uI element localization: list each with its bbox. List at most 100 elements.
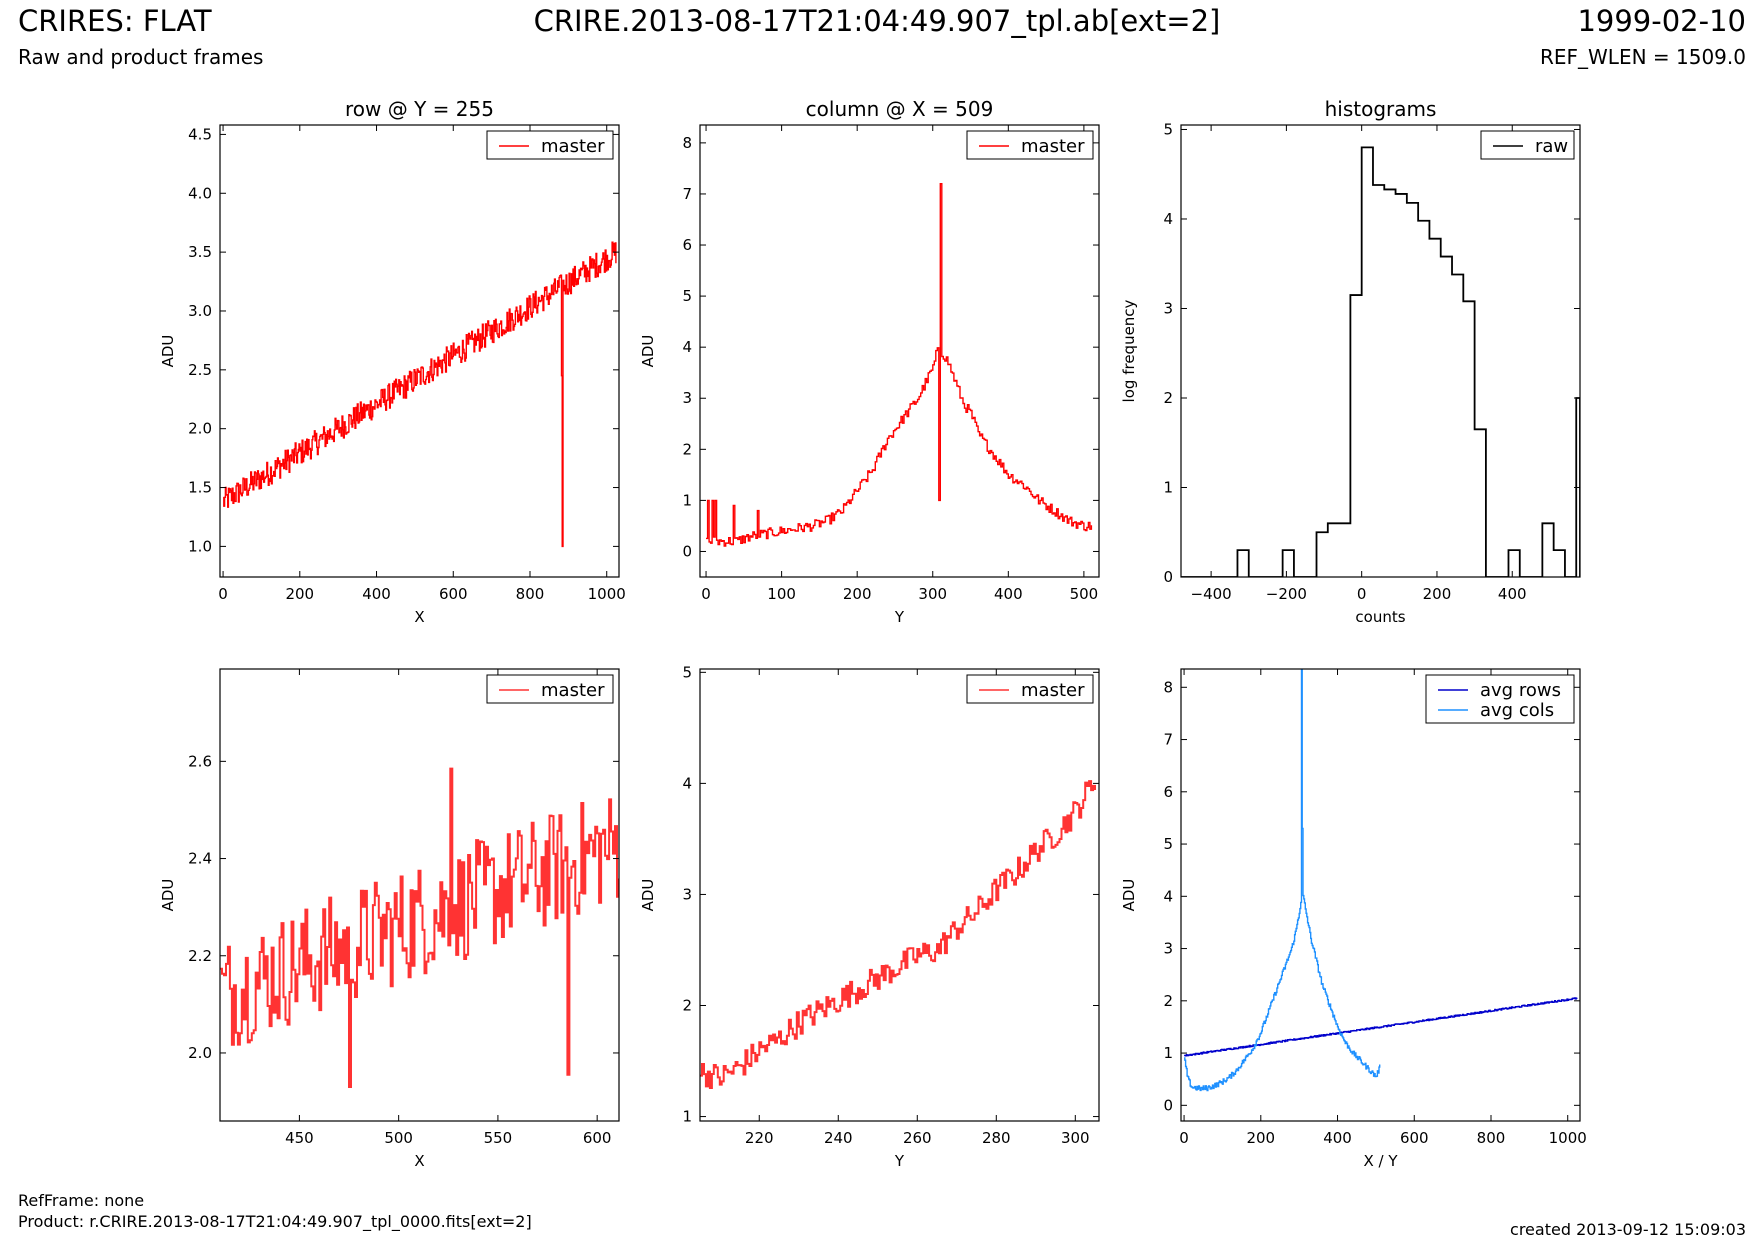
plot-frame [219, 668, 620, 1122]
chart-column-zoom: 220 240 260 280 300 1 2 3 4 5 Y ADU master [639, 663, 1100, 1170]
plot-area [706, 183, 1093, 547]
y-axis-label: ADU [159, 335, 177, 368]
x-tick-label: 600 [439, 585, 468, 603]
y-tick-label: 1.0 [188, 537, 212, 555]
product-label: Product: r.CRIRE.2013-08-17T21:04:49.907… [18, 1212, 532, 1231]
x-tick-label: 300 [1061, 1129, 1090, 1147]
y-tick-label: 1 [1163, 1044, 1173, 1062]
y-tick-label: 5 [682, 287, 692, 305]
legend-label: master [541, 136, 605, 157]
x-axis-label: X [414, 608, 424, 626]
y-tick-label: 3.0 [188, 302, 212, 320]
created-label: created 2013-09-12 15:09:03 [1510, 1220, 1746, 1239]
report-title: CRIRES: FLAT [18, 4, 212, 38]
legend-box [966, 130, 1094, 160]
x-tick-label: 400 [1323, 1129, 1352, 1147]
y-tick-label: 0 [682, 542, 692, 560]
x-tick-label: 600 [1400, 1129, 1429, 1147]
y-tick-label: 2 [1163, 389, 1173, 407]
x-tick-label: 0 [1357, 585, 1367, 603]
series-line-master [700, 780, 1096, 1089]
legend: master [486, 130, 614, 160]
x-tick-label: −200 [1266, 585, 1307, 603]
chart-title: row @ Y = 255 [345, 97, 494, 121]
legend-label: avg rows [1480, 680, 1561, 701]
legend-label: avg cols [1480, 700, 1554, 721]
y-tick-label: 7 [682, 185, 692, 203]
x-tick-label: 500 [1070, 585, 1099, 603]
x-axis-label: X / Y [1363, 1152, 1398, 1170]
plot-area [700, 780, 1096, 1089]
chart-averages: 0 200 400 600 800 1000 0 1 2 3 4 5 6 7 8 X / Y ADU avg ro… [1120, 668, 1587, 1170]
x-tick-label: 260 [903, 1129, 932, 1147]
legend-box [966, 674, 1094, 704]
y-tick-label: 2.6 [188, 752, 212, 770]
ref-wlen-label: REF_WLEN = 1509.0 [1539, 45, 1746, 69]
chart-column: column @ X = 509 0 100 200 300 400 500 0 1 2 3 4 5 6 7… [639, 97, 1100, 626]
x-axis-label: X [414, 1152, 424, 1170]
file-title: CRIRE.2013-08-17T21:04:49.907_tpl.ab[ext… [533, 4, 1221, 38]
x-tick-label: 1000 [1549, 1129, 1587, 1147]
y-tick-label: 4 [1163, 210, 1173, 228]
y-tick-label: 4.0 [188, 184, 212, 202]
y-tick-label: 5 [682, 663, 692, 681]
y-tick-label: 0 [1163, 1096, 1173, 1114]
x-tick-label: 400 [994, 585, 1023, 603]
y-tick-label: 3.5 [188, 243, 212, 261]
plot-area [220, 767, 619, 1088]
y-axis-label: ADU [159, 879, 177, 912]
y-tick-label: 1 [1163, 478, 1173, 496]
y-tick-label: 5 [1163, 120, 1173, 138]
x-tick-label: 500 [384, 1129, 413, 1147]
series-line-master [220, 767, 619, 1088]
series-line-master [706, 183, 1093, 547]
legend-label: master [1021, 136, 1085, 157]
y-tick-label: 3 [1163, 940, 1173, 958]
x-tick-label: 0 [1179, 1129, 1189, 1147]
plot-area [1181, 146, 1580, 577]
y-tick-label: 2 [682, 440, 692, 458]
series-line-avg-cols [1184, 669, 1381, 1092]
x-tick-label: −400 [1191, 585, 1232, 603]
y-tick-label: 3 [682, 885, 692, 903]
plot-frame [1180, 668, 1581, 1122]
x-tick-label: 200 [1423, 585, 1452, 603]
legend-label: raw [1535, 136, 1568, 157]
y-tick-label: 2 [1163, 992, 1173, 1010]
y-axis-label: ADU [1120, 879, 1138, 912]
x-tick-label: 220 [745, 1129, 774, 1147]
date-title: 1999-02-10 [1577, 4, 1746, 38]
legend-label: master [1021, 680, 1085, 701]
y-tick-label: 6 [1163, 783, 1173, 801]
x-tick-label: 0 [218, 585, 228, 603]
report-subtitle: Raw and product frames [18, 45, 264, 69]
x-tick-label: 800 [1477, 1129, 1506, 1147]
y-tick-label: 1 [682, 1108, 692, 1126]
y-tick-label: 4 [1163, 887, 1173, 905]
chart-hist: histograms −400 −200 0 200 400 0 1 2 3 4 5 counts log… [1120, 97, 1581, 626]
y-tick-label: 8 [682, 134, 692, 152]
x-tick-label: 240 [824, 1129, 853, 1147]
refframe-label: RefFrame: none [18, 1191, 145, 1210]
plot-frame [1180, 124, 1581, 578]
x-tick-label: 200 [1246, 1129, 1275, 1147]
series-line-master [223, 241, 617, 548]
y-tick-label: 5 [1163, 835, 1173, 853]
y-tick-label: 2.2 [188, 947, 212, 965]
chart-title: histograms [1325, 97, 1437, 121]
y-axis-label: ADU [639, 335, 657, 368]
legend-label: master [541, 680, 605, 701]
y-axis-label: log frequency [1120, 299, 1138, 402]
plot-frame [219, 124, 620, 578]
x-axis-label: counts [1355, 608, 1405, 626]
y-tick-label: 2.0 [188, 420, 212, 438]
x-axis-label: Y [894, 608, 905, 626]
legend-box [1480, 130, 1575, 160]
series-line-avg-rows [1184, 997, 1578, 1057]
x-tick-label: 550 [484, 1129, 513, 1147]
x-tick-label: 400 [1498, 585, 1527, 603]
x-tick-label: 100 [767, 585, 796, 603]
plot-area [1184, 669, 1578, 1092]
